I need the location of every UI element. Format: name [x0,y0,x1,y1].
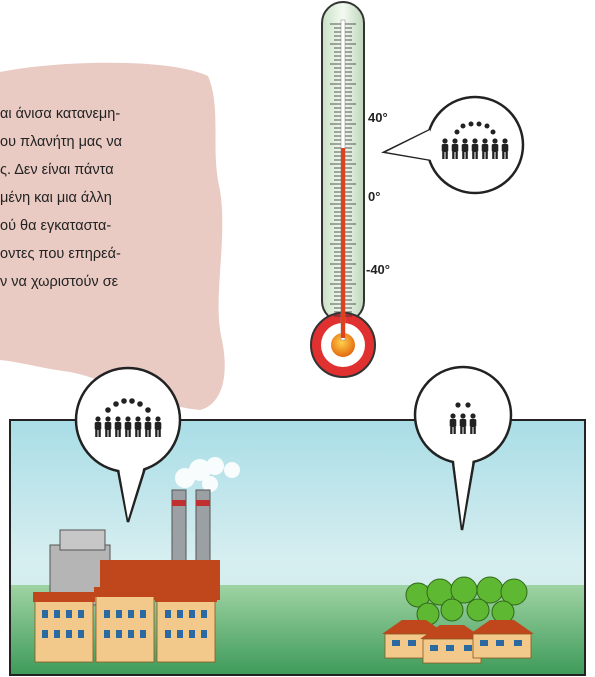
illustration: αι άνισα κατανεμη- ου πλανήτη μας να ς. … [0,0,595,677]
text-line: μένη και μια άλλη [0,190,112,206]
text-line: ού θα εγκαταστα- [0,218,111,234]
temp-label: -40° [366,262,390,277]
temp-label: 0° [368,189,380,204]
temp-label: 40° [368,110,388,125]
text-line: αι άνισα κατανεμη- [0,106,120,122]
text-line: οντες που επηρεά- [0,246,121,262]
text-line: ν να χωριστούν σε [0,274,119,290]
text-line: ς. Δεν είναι πάντα [0,162,114,178]
speech-bubble [385,97,523,193]
thermometer: 40° 0° -40° [311,2,390,377]
text-line: ου πλανήτη μας να [0,134,122,150]
